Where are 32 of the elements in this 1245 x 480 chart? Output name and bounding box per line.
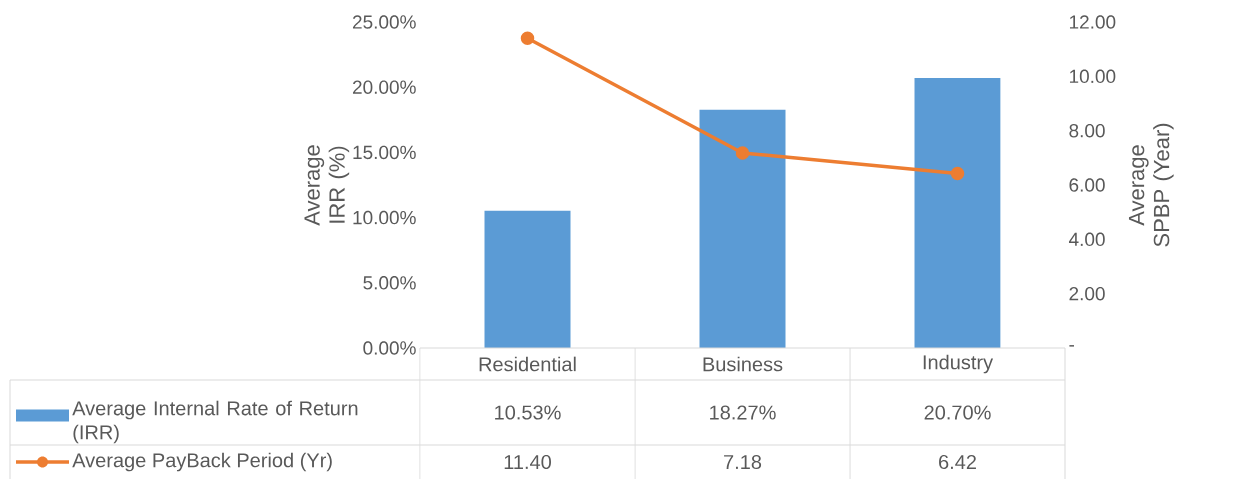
- y-tick-label: 10.00%: [353, 211, 416, 225]
- x-tick-label: Industry: [923, 354, 994, 374]
- bar: [484, 210, 571, 349]
- y2-tick-label: 10.00: [1069, 69, 1116, 84]
- legend-label: Average Internal Rate of Return (IRR): [72, 400, 358, 444]
- y2-tick-label: 4.00: [1068, 232, 1105, 247]
- y-tick-label: 0.00%: [363, 341, 416, 355]
- data-label: 11.40: [504, 455, 551, 470]
- y2-axis-title: Average SPBP (Year): [1128, 124, 1174, 247]
- data-label: 6.42: [939, 455, 976, 470]
- point: [735, 146, 750, 160]
- y2-tick-label: 12.00: [1069, 15, 1116, 29]
- x-tick-label: Business: [703, 356, 783, 372]
- data-label: 10.53%: [495, 405, 561, 420]
- y-tick-label: 5.00%: [363, 276, 416, 290]
- y-axis-title: Average IRR (%): [304, 145, 350, 226]
- y-tick-label: 25.00%: [352, 15, 416, 29]
- y-tick-label: 15.00%: [353, 145, 416, 160]
- bar: [699, 110, 786, 349]
- data-label: 18.27%: [710, 405, 776, 420]
- y2-tick-label: 8.00: [1069, 124, 1105, 138]
- y2-tick-label: 2.00: [1069, 287, 1105, 301]
- legend-label: Average PayBack Period (Yr): [72, 452, 332, 472]
- point: [520, 31, 535, 46]
- data-label: 7.18: [724, 455, 762, 470]
- bar: [914, 78, 1001, 349]
- y2-tick-label: 6.00: [1069, 178, 1105, 192]
- y2-tick-label: -: [1069, 345, 1075, 347]
- point: [950, 167, 965, 181]
- y-tick-label: 20.00%: [352, 80, 416, 95]
- data-label: 20.70%: [924, 405, 991, 420]
- x-tick-label: Residential: [479, 356, 576, 372]
